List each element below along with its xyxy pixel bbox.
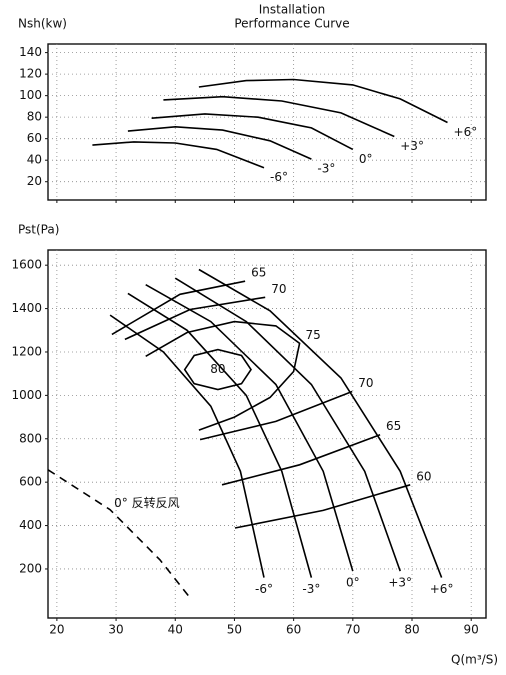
chart-subtitle: Performance Curve (234, 17, 349, 31)
angle-label: +6° (430, 582, 454, 596)
x-tick-label: 60 (286, 623, 301, 637)
angle-label: +3° (400, 139, 424, 153)
y-tick-label: 1400 (11, 301, 42, 315)
performance-curve (151, 113, 354, 151)
performance-curve (127, 125, 312, 160)
efficiency-label: 60 (416, 469, 431, 483)
efficiency-contour (199, 390, 353, 441)
efficiency-contour (124, 296, 266, 341)
efficiency-contour (145, 320, 301, 431)
angle-label: -3° (302, 582, 320, 596)
efficiency-label: 70 (358, 376, 373, 390)
angle-label: +3° (388, 576, 412, 590)
performance-curve (92, 141, 265, 169)
x-tick-label: 90 (464, 623, 479, 637)
angle-label: 0° (359, 152, 373, 166)
x-tick-label: 50 (227, 623, 242, 637)
plot-frame (47, 249, 487, 619)
y-tick-label: 200 (19, 561, 42, 575)
angle-label: -6° (270, 170, 288, 184)
y-tick-label: 1600 (11, 258, 42, 272)
y-tick-label: 100 (19, 88, 42, 102)
efficiency-contour (111, 280, 246, 336)
x-axis-label: Q(m³/S) (451, 653, 498, 667)
y-tick-label: 400 (19, 518, 42, 532)
x-tick-label: 80 (404, 623, 419, 637)
y-tick-label: 1000 (11, 388, 42, 402)
x-tick-label: 20 (49, 623, 64, 637)
x-tick-label: 40 (168, 623, 183, 637)
y-tick-label: 600 (19, 475, 42, 489)
x-tick-label: 30 (108, 623, 123, 637)
y-tick-label: 120 (19, 67, 42, 81)
performance-curve (163, 95, 395, 138)
performance-curve (198, 268, 443, 578)
angle-label: -3° (317, 162, 335, 176)
reverse-flow-label: 0° 反转反风 (114, 495, 179, 510)
efficiency-label: 80 (210, 362, 225, 376)
y-tick-label: 40 (27, 153, 42, 167)
y-tick-label: 80 (27, 110, 42, 124)
y-tick-label: 20 (27, 174, 42, 188)
efficiency-label: 65 (251, 266, 266, 280)
efficiency-contour (221, 433, 381, 486)
y-tick-label: 1200 (11, 344, 42, 358)
angle-label: 0° (346, 576, 360, 590)
y-tick-label: 140 (19, 45, 42, 59)
y-axis-label: Nsh(kw) (18, 17, 67, 31)
y-tick-label: 60 (27, 131, 42, 145)
performance-curve (174, 277, 401, 572)
efficiency-contour (183, 348, 252, 391)
plot-frame (47, 43, 487, 201)
efficiency-label: 70 (271, 282, 286, 296)
y-axis-label: Pst(Pa) (18, 223, 59, 237)
reverse-flow-curve (47, 469, 193, 601)
efficiency-label: 75 (306, 328, 321, 342)
performance-curve (109, 314, 265, 578)
performance-curve (127, 292, 313, 578)
angle-label: -6° (255, 582, 273, 596)
angle-label: +6° (454, 125, 478, 139)
performance-curve (198, 78, 448, 124)
y-tick-label: 800 (19, 431, 42, 445)
chart-title: Installation (259, 3, 325, 17)
efficiency-contour (234, 484, 411, 529)
efficiency-label: 65 (386, 419, 401, 433)
x-tick-label: 70 (345, 623, 360, 637)
